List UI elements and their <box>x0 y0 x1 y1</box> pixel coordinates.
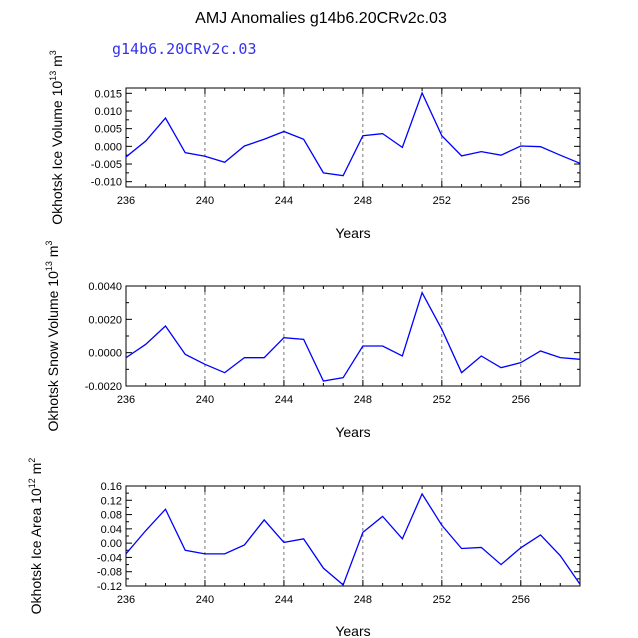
snow-volume-y-tick-label: 0.0020 <box>88 314 122 326</box>
ice-area-y-axis-label: Okhotsk Ice Area 1012 m2 <box>27 458 44 615</box>
ice-volume-y-axis-label: Okhotsk Ice Volume 1013 m3 <box>48 50 65 225</box>
ice-volume-x-tick-label: 256 <box>512 195 530 207</box>
snow-volume-y-tick-label: 0.0000 <box>88 348 122 360</box>
ice-volume-y-tick-label: 0.010 <box>94 106 122 118</box>
ice-volume-series-line <box>125 91 581 177</box>
panel-ice-volume: 236 240 244 248 252 256 0.015 0.010 0.005 0.000 -0… <box>48 50 581 241</box>
ice-area-x-axis-label: Years <box>335 623 370 638</box>
ice-area-y-tick-label: 0.04 <box>101 524 122 536</box>
snow-volume-x-tick-label: 240 <box>196 394 214 406</box>
ice-area-y-tick-label: -0.08 <box>97 567 122 579</box>
ice-area-x-tick-label: 256 <box>512 594 530 606</box>
snow-volume-x-tick-label: 248 <box>354 394 372 406</box>
ice-area-y-tick-label: 0.00 <box>101 538 122 550</box>
snow-volume-plot-frame <box>125 285 581 387</box>
ice-volume-y-tick-label: 0.005 <box>94 124 122 136</box>
ice-volume-y-tick-label: 0.000 <box>94 141 122 153</box>
snow-volume-x-axis-label: Years <box>335 424 370 440</box>
ice-area-y-tick-label: 0.08 <box>101 510 122 522</box>
snow-volume-y-axis-label: Okhotsk Snow Volume 1013 m3 <box>44 241 61 432</box>
panel-ice-area: 236 240 244 248 252 256 0.16 0.12 0.08 0.04 0.00 -0… <box>27 458 581 638</box>
ice-volume-x-tick-label: 244 <box>275 195 293 207</box>
ice-volume-x-tick-label: 236 <box>117 195 135 207</box>
snow-volume-series-line <box>125 291 581 382</box>
ice-volume-x-tick-label: 240 <box>196 195 214 207</box>
ice-area-y-tick-label: -0.04 <box>97 552 122 564</box>
ice-area-x-tick-label: 240 <box>196 594 214 606</box>
ice-area-y-tick-label: 0.12 <box>101 495 122 507</box>
ice-area-plot-frame <box>125 485 581 587</box>
ice-volume-x-axis-label: Years <box>335 225 370 241</box>
ice-area-x-tick-label: 252 <box>433 594 451 606</box>
snow-volume-y-tick-label: 0.0040 <box>88 281 122 293</box>
chart-title: AMJ Anomalies g14b6.20CRv2c.03 <box>195 10 447 27</box>
ice-volume-y-tick-label: -0.005 <box>91 159 122 171</box>
ice-volume-plot-frame <box>125 87 581 188</box>
ice-area-y-tick-label: -0.12 <box>97 581 122 593</box>
ice-area-series-line <box>125 492 581 587</box>
snow-volume-x-tick-label: 252 <box>433 394 451 406</box>
chart-subtitle: g14b6.20CRv2c.03 <box>112 40 257 58</box>
ice-area-y-tick-label: 0.16 <box>101 481 122 493</box>
snow-volume-x-tick-label: 244 <box>275 394 293 406</box>
ice-volume-y-tick-label: 0.015 <box>94 88 122 100</box>
snow-volume-x-tick-label: 256 <box>512 394 530 406</box>
ice-area-x-tick-label: 236 <box>117 594 135 606</box>
ice-volume-x-tick-label: 252 <box>433 195 451 207</box>
panel-snow-volume: 236 240 244 248 252 256 0.0040 0.0020 0.0000 -0.0… <box>44 241 581 440</box>
snow-volume-x-tick-label: 236 <box>117 394 135 406</box>
ice-volume-y-tick-label: -0.010 <box>91 177 122 189</box>
snow-volume-y-tick-label: -0.0020 <box>85 381 122 393</box>
ice-area-x-tick-label: 244 <box>275 594 293 606</box>
ice-volume-x-tick-label: 248 <box>354 195 372 207</box>
ice-area-x-tick-label: 248 <box>354 594 372 606</box>
